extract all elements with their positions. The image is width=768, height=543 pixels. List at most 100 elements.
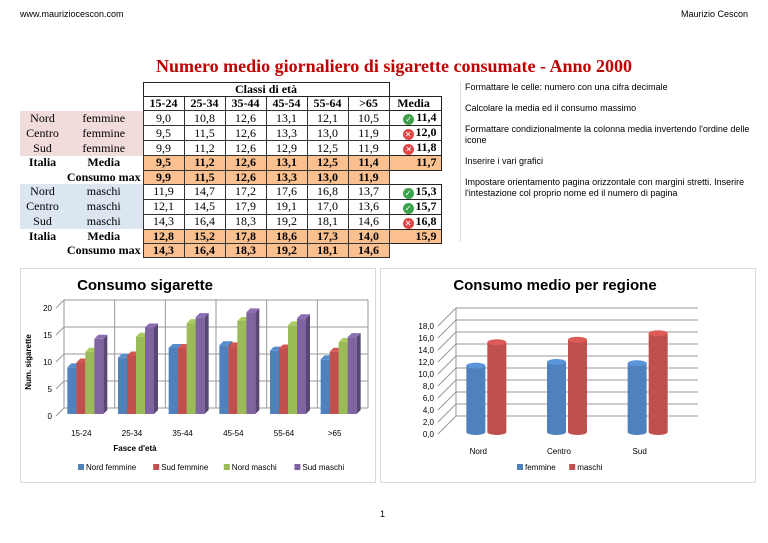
region-cell: Centro [20, 199, 65, 215]
bar [338, 342, 348, 414]
region-cell: Centro [20, 125, 65, 141]
region-cell: Italia [28, 155, 57, 170]
value-cell: 12,8 [142, 228, 185, 244]
bar [288, 325, 297, 414]
bar-top [627, 360, 647, 367]
value-cell: 18,3 [224, 213, 267, 230]
y-tick-label: 10,0 [418, 370, 434, 379]
instruction-note: Impostare orientamento pagina orizzontal… [465, 177, 745, 198]
bar [168, 347, 178, 414]
legend-label: Nord femmine [86, 463, 137, 472]
value-cell: 13,7 [347, 183, 390, 200]
value-cell: 18,1 [306, 213, 349, 230]
gridline [437, 343, 457, 363]
y-tick-label: 18,0 [418, 322, 434, 331]
legend-swatch [223, 464, 230, 470]
bar-top [648, 330, 668, 337]
value-cell: 13,6 [347, 198, 390, 215]
value-cell: 11,9 [142, 183, 185, 200]
value-cell: 17,3 [306, 228, 349, 244]
gridline [437, 379, 457, 399]
media-value: 12,0 [415, 125, 437, 140]
gender-cell: maschi [65, 199, 143, 215]
gender-cell: femmine [65, 110, 143, 126]
bar [76, 362, 86, 414]
bar [127, 355, 136, 414]
bar [85, 351, 95, 414]
table-row: Sud maschi 14,3 16,4 18,3 19,2 18,1 14,6 ✕ 16,8 [20, 213, 442, 230]
bar [186, 323, 196, 414]
media-cell: 11,7 [388, 155, 442, 171]
region-cell [20, 170, 65, 184]
value-cell: 10,8 [183, 110, 226, 127]
bar [136, 336, 145, 414]
value-cell: 13,1 [265, 155, 308, 171]
value-cell: 18,3 [224, 242, 267, 259]
y-tick-label: 0 [48, 412, 53, 421]
value-cell: 14,3 [142, 242, 185, 259]
gridline [55, 407, 65, 417]
value-cell: 17,0 [306, 198, 349, 215]
legend-label: Nord maschi [232, 463, 277, 472]
y-tick-label: 0,0 [423, 430, 435, 439]
bar-top [487, 339, 507, 346]
value-cell: 12,1 [142, 198, 185, 215]
value-cell: 19,2 [265, 242, 308, 259]
bar [246, 312, 256, 414]
bar-base [487, 429, 507, 435]
gridline [55, 353, 65, 363]
value-cell: 17,6 [265, 183, 308, 200]
gender-cell: maschi [65, 184, 143, 200]
value-cell: 12,6 [224, 110, 267, 127]
region-cell [20, 243, 65, 257]
value-cell: 11,9 [347, 125, 390, 142]
bar-side [356, 333, 361, 414]
value-cell: 9,5 [142, 155, 185, 171]
header-author: Maurizio Cescon [680, 9, 748, 19]
data-table: Classi di età 15-24 25-34 35-44 45-54 55-64 >6… [20, 81, 442, 259]
column-header: 25-34 [183, 96, 226, 112]
value-cell: 9,0 [142, 110, 185, 127]
gridline [437, 367, 457, 387]
media-cell: ✕ 11,8 [388, 140, 442, 157]
bar [547, 362, 566, 432]
value-cell: 13,0 [306, 169, 349, 185]
bar-top [547, 359, 566, 365]
bar [145, 327, 154, 414]
table-row: Consumo max 9,9 11,5 12,6 13,3 13,0 11,9 [20, 169, 441, 185]
cross-icon: ✕ [402, 129, 414, 140]
bar [627, 363, 647, 432]
value-cell: 14,6 [347, 213, 390, 230]
bar-base [547, 429, 566, 435]
bar-top [466, 362, 486, 369]
value-cell: 13,3 [265, 169, 308, 185]
bar [228, 346, 238, 414]
bar [320, 359, 330, 414]
x-tick-label: 25-34 [122, 429, 143, 438]
gender-cell: femmine [65, 125, 143, 141]
bar [297, 318, 306, 414]
bar [237, 320, 247, 414]
y-tick-label: 2,0 [423, 418, 435, 427]
bar-top [94, 334, 108, 339]
region-cell: Italia [28, 229, 57, 243]
legend-swatch [569, 464, 576, 470]
value-cell: 12,5 [306, 140, 349, 157]
value-cell: 9,5 [142, 125, 185, 142]
chart-consumo-sigarette: Consumo sigarette 0 5 10 15 20 15-24 25-34 35-44… [20, 268, 376, 483]
bar-top [246, 308, 260, 313]
y-tick-label: 14,0 [418, 346, 434, 355]
table-row: Nord femmine 9,0 10,8 12,6 13,1 12,1 10,5 ✓ 11,4 [20, 110, 442, 127]
value-cell: 12,6 [224, 169, 267, 185]
value-cell: 17,8 [224, 228, 267, 244]
x-tick-label: 55-64 [274, 429, 295, 438]
value-cell: 9,9 [142, 169, 185, 185]
y-tick-label: 12,0 [418, 358, 434, 367]
page-number: 1 [380, 509, 386, 519]
bar [487, 342, 507, 432]
gridline [437, 319, 457, 339]
legend-swatch [294, 464, 301, 470]
bar-side [103, 334, 108, 414]
y-tick-label: 20 [43, 304, 52, 313]
column-header: 35-44 [224, 96, 267, 112]
